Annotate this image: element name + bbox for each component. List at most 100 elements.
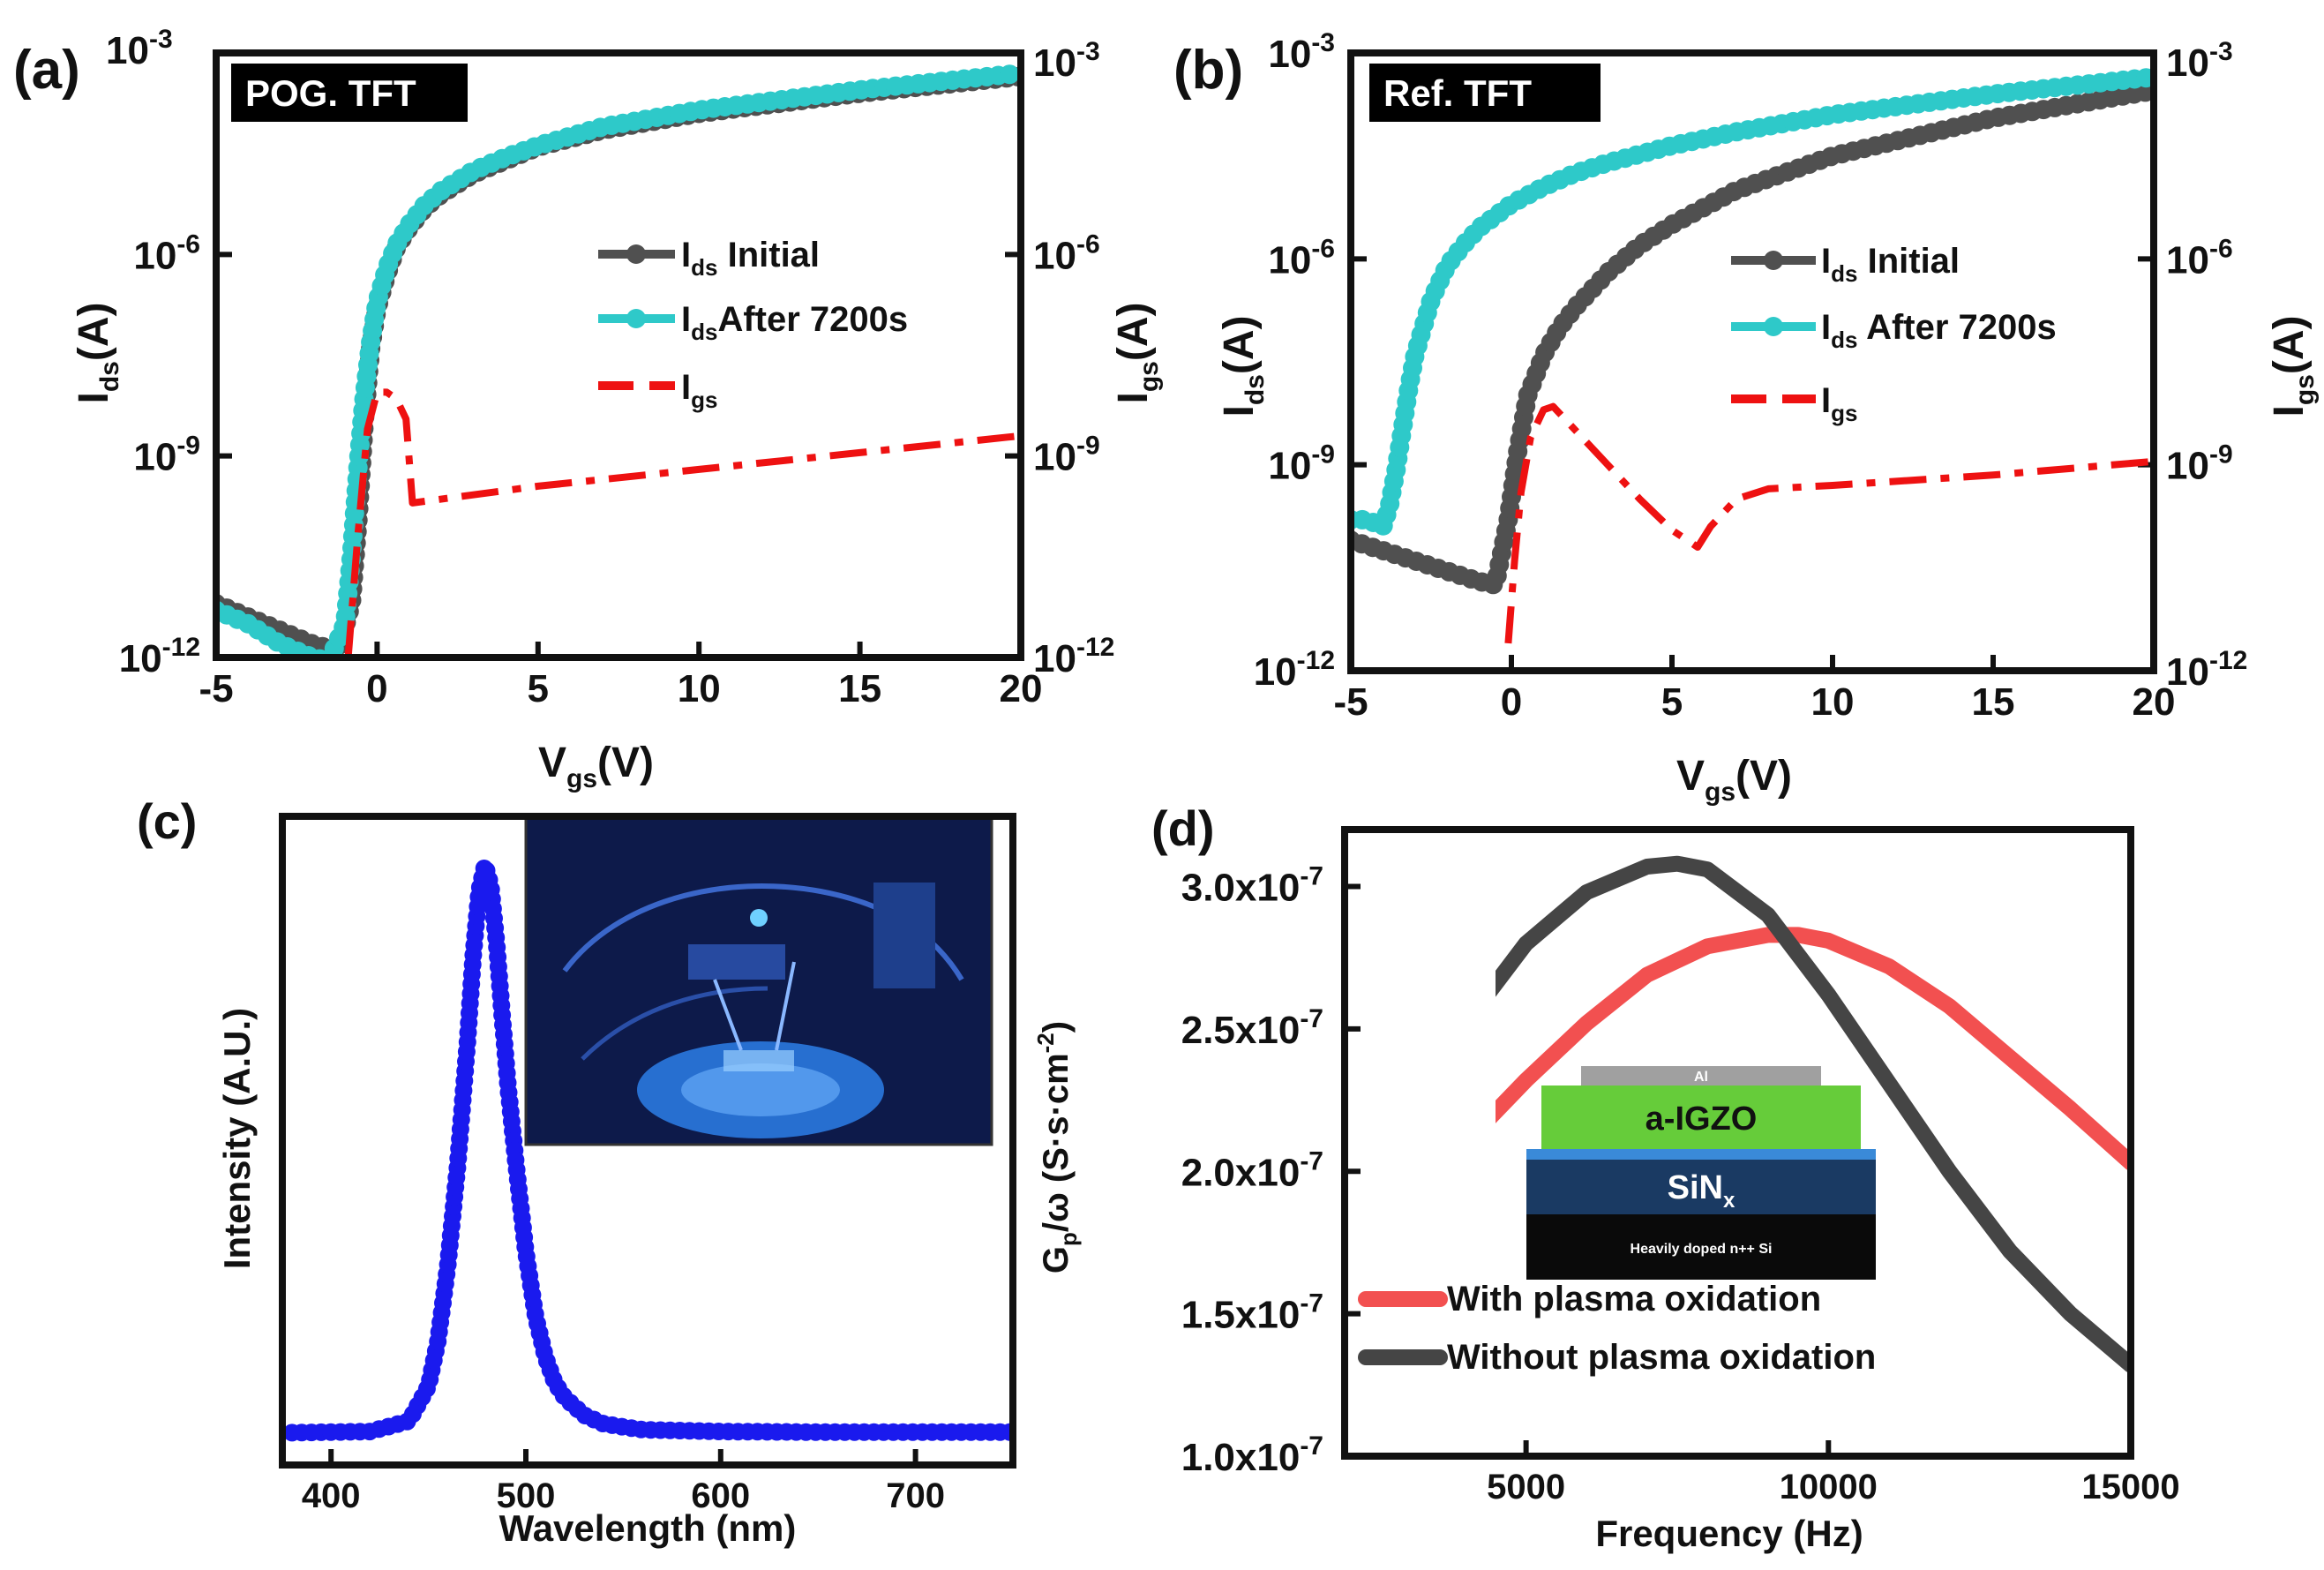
b-series-1-line: [1351, 73, 2154, 530]
d-xtick-label-1: 10000: [1780, 1468, 1878, 1506]
panel-b-frame: [1347, 49, 2157, 674]
b-xtick-label-0: -5: [1333, 680, 1368, 724]
panel-c-inset-photo: [524, 816, 993, 1146]
legend-a-initial-text: Ids Initial: [681, 236, 820, 281]
d-ytick-label-0: 1.0x10-7: [1181, 1431, 1323, 1479]
b-y2tick-label-0: 10-12: [2166, 646, 2247, 694]
layer-interface: [1526, 1149, 1876, 1160]
legend-b-initial-marker: [1764, 251, 1783, 270]
panel-d-xlabel: Frequency (Hz): [1595, 1513, 1863, 1554]
panel-a-title-box: [231, 64, 468, 122]
panel-d-device-stack: Al a-IGZO SiNx Heavily doped n++ Si: [1526, 1066, 1876, 1280]
layer-al: [1581, 1066, 1821, 1085]
d-series-0-line: [1496, 927, 2131, 1171]
panel-a-legend: Ids Initial IdsAfter 7200s Igs: [598, 236, 908, 413]
panel-c: (c) 400 500 600 700 Wavelength (nm) Intensi…: [137, 793, 1016, 1549]
panel-d-legend: With plasma oxidation Without plasma oxi…: [1358, 1280, 1876, 1377]
b-xtick-label-5: 20: [2133, 680, 2176, 724]
panel-a-series: [216, 64, 1021, 657]
b-xtick-label-4: 15: [1972, 680, 2015, 724]
panel-b-xlabel: Vgs(V): [1676, 753, 1792, 807]
d-series-1-line: [1496, 855, 2131, 1373]
panel-d: (d) 5000 10000 15000 1.0x10-7 1.5x10-7 2.0x10…: [1032, 800, 2180, 1554]
a-xtick-label-3: 10: [678, 667, 721, 710]
panel-a-label: (a): [13, 40, 80, 101]
b-y2tick-label-1: 10-9: [2166, 440, 2233, 488]
panel-d-ylabel: Gp/ω (S·s·cm-2): [1032, 1021, 1082, 1273]
layer-si: [1526, 1214, 1876, 1280]
b-series-0-marker-93: [2135, 82, 2154, 102]
layer-si-label: Heavily doped n++ Si: [1631, 1242, 1773, 1257]
panel-b-legend: Ids Initial Ids After 7200s Igs: [1731, 242, 2057, 426]
panel-a-title: POG. TFT: [245, 72, 416, 114]
panel-d-label: (d): [1151, 800, 1215, 856]
b-y2tick-label-3: 10-3: [2166, 37, 2233, 85]
legend-d-without-text: Without plasma oxidation: [1447, 1338, 1876, 1377]
panel-b-ylabel: Ids(A): [1216, 316, 1270, 417]
a-y2tick-label-0: 10-12: [1033, 633, 1114, 680]
panel-c-ylabel: Intensity (A.U.): [216, 1008, 258, 1269]
b-series-1-marker-91: [2136, 68, 2154, 88]
layer-al-label: Al: [1694, 1070, 1708, 1085]
panel-d-frame: [1341, 826, 2134, 1460]
layer-igzo-label: a-IGZO: [1646, 1101, 1758, 1138]
panel-b-title: Ref. TFT: [1383, 72, 1532, 114]
panel-a-xlabel: Vgs(V): [538, 740, 654, 793]
legend-d-with-text: With plasma oxidation: [1447, 1280, 1821, 1318]
b-xtick-label-3: 10: [1811, 680, 1855, 724]
panel-c-frame: [279, 813, 1016, 1469]
panel-b-label: (b): [1173, 40, 1243, 101]
b-ytick-label-1: 10-9: [1268, 440, 1335, 488]
layer-sinx-label: SiNx: [1668, 1169, 1736, 1213]
a-y2tick-label-3: 10-3: [1033, 37, 1100, 85]
a-xtick-label-5: 20: [1000, 667, 1043, 710]
d-ytick-label-1: 1.5x10-7: [1181, 1289, 1323, 1337]
a-y2tick-label-1: 10-9: [1033, 432, 1100, 479]
panel-c-ticks: 400 500 600 700: [302, 1449, 945, 1515]
a-ytick-label-0: 10-12: [119, 633, 200, 680]
layer-sinx: [1526, 1160, 1876, 1214]
legend-b-igs-text: Igs: [1821, 381, 1857, 426]
panel-c-xlabel: Wavelength (nm): [499, 1507, 797, 1549]
a-xtick-label-2: 5: [528, 667, 549, 710]
legend-b-after-marker: [1764, 317, 1783, 336]
panel-a-y2label: Igs(A): [1110, 303, 1164, 404]
d-ytick-label-2: 2.0x10-7: [1181, 1146, 1323, 1194]
a-series-1-marker-105: [1000, 64, 1020, 85]
panel-a-y-exp-top-left: 10-3: [106, 25, 173, 72]
a-series-1-line: [216, 69, 1021, 657]
c-xtick-label-2: 600: [691, 1476, 750, 1515]
b-xtick-label-1: 0: [1501, 680, 1522, 724]
legend-a-after-text: IdsAfter 7200s: [681, 300, 908, 345]
panel-a-ytick-exp: -3: [149, 25, 173, 54]
a-ytick-label-2: 10-6: [133, 229, 200, 277]
b-ytick-label-2: 10-6: [1268, 234, 1335, 282]
b-xtick-label-2: 5: [1661, 680, 1683, 724]
a-xtick-label-4: 15: [838, 667, 881, 710]
b-series-2-line: [1504, 402, 2154, 644]
a-y2tick-label-2: 10-6: [1033, 229, 1100, 277]
b-ytick-label-3: 10-3: [1268, 28, 1335, 76]
layer-igzo: [1541, 1085, 1861, 1149]
panel-a-ylabel: Ids(A): [71, 303, 124, 404]
panel-c-label: (c): [137, 793, 197, 849]
d-ytick-label-3: 2.5x10-7: [1181, 1004, 1323, 1052]
legend-a-initial-marker: [626, 244, 646, 264]
a-xtick-label-0: -5: [199, 667, 233, 710]
legend-a-after-marker: [626, 309, 646, 328]
panel-b-title-box: [1369, 64, 1601, 122]
d-ytick-label-4: 3.0x10-7: [1181, 862, 1323, 910]
panel-a-ytick-base: 10: [106, 29, 149, 72]
a-series-2-line: [344, 388, 1021, 657]
a-ytick-label-1: 10-9: [133, 432, 200, 479]
d-xtick-label-2: 15000: [2081, 1468, 2179, 1506]
b-ytick-label-0: 10-12: [1254, 646, 1335, 694]
legend-b-initial-text: Ids Initial: [1821, 242, 1960, 287]
a-xtick-label-1: 0: [366, 667, 387, 710]
panel-d-series: [1496, 855, 2131, 1373]
panel-b-y2label: Igs(A): [2266, 316, 2320, 417]
panel-b-series: [1351, 68, 2154, 644]
